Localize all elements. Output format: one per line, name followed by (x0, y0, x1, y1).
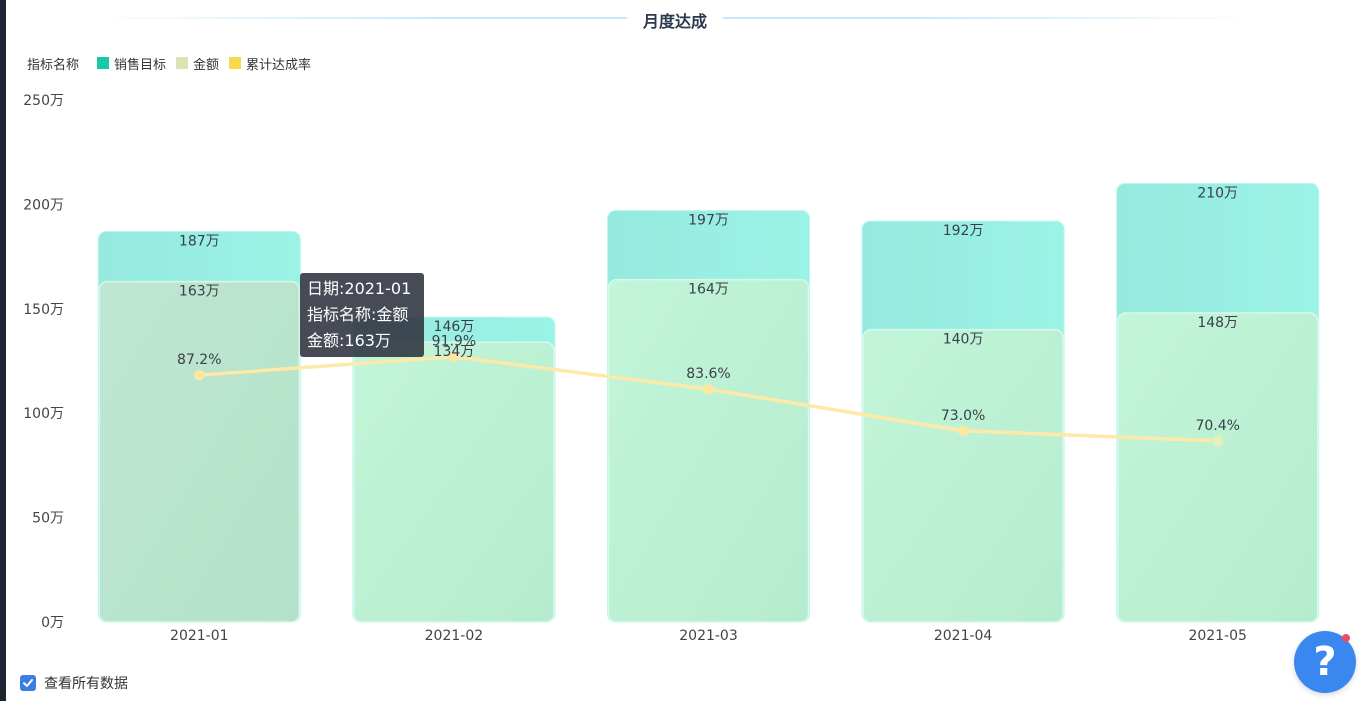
chart-title: 月度达成 (626, 12, 723, 31)
label-amount: 148万 (1197, 315, 1238, 331)
question-icon: ? (1313, 639, 1337, 685)
legend-item-sales-target[interactable]: 销售目标 (97, 54, 166, 73)
x-axis: 2021-01 2021-02 2021-03 2021-04 2021-05 (170, 628, 1247, 644)
label-sales-target: 210万 (1197, 186, 1238, 202)
label-achievement-rate: 83.6% (686, 366, 730, 382)
label-achievement-rate: 87.2% (177, 352, 221, 368)
x-tick-label: 2021-03 (679, 628, 738, 644)
label-sales-target: 187万 (179, 234, 220, 250)
x-tick-label: 2021-01 (170, 628, 229, 644)
legend-swatch-sales-target (97, 57, 110, 69)
legend-label-achievement-rate: 累计达成率 (246, 57, 312, 73)
legend-title: 指标名称 (27, 57, 80, 73)
label-amount: 164万 (688, 282, 729, 298)
rate-point (448, 351, 460, 362)
bar-amount (1116, 312, 1319, 623)
x-tick-label: 2021-02 (425, 628, 484, 644)
bar-amount (862, 328, 1064, 623)
rate-point (957, 425, 969, 436)
tooltip: 日期:2021-01 指标名称:金额 金额:163万 (300, 273, 424, 357)
legend-item-achievement-rate[interactable]: 累计达成率 (229, 54, 311, 73)
legend-label-sales-target: 销售目标 (114, 57, 167, 73)
legend-swatch-amount (176, 57, 189, 69)
label-sales-target: 146万 (434, 319, 475, 335)
y-tick-label: 200万 (23, 197, 64, 213)
bar-amount (607, 278, 810, 623)
checkbox-checked-icon[interactable] (20, 675, 36, 691)
legend-item-amount[interactable]: 金额 (176, 54, 219, 73)
y-tick-label: 100万 (23, 406, 64, 422)
label-sales-target: 192万 (943, 223, 984, 239)
legend: 指标名称 销售目标 金额 累计达成率 (27, 54, 321, 73)
label-amount: 140万 (943, 332, 984, 348)
label-sales-target: 197万 (688, 213, 729, 229)
achievement-line (194, 351, 1224, 448)
tooltip-date: 日期:2021-01 (307, 279, 412, 298)
legend-swatch-achievement-rate (229, 57, 242, 69)
tooltip-metric: 指标名称:金额 (307, 305, 409, 324)
tooltip-value: 金额:163万 (307, 331, 391, 350)
y-tick-label: 150万 (23, 302, 64, 318)
label-achievement-rate: 70.4% (1195, 418, 1239, 434)
y-tick-label: 250万 (23, 93, 64, 109)
notification-dot (1342, 634, 1350, 642)
rate-point (703, 383, 714, 395)
y-axis: 0万 50万 100万 150万 200万 250万 (23, 93, 64, 631)
checkbox-label: 查看所有数据 (44, 676, 128, 692)
y-tick-label: 50万 (32, 511, 64, 527)
bars (97, 183, 1320, 623)
label-achievement-rate: 91.9% (432, 334, 476, 350)
bar-amount (98, 280, 301, 623)
x-tick-label: 2021-05 (1188, 628, 1247, 644)
rate-point (1211, 434, 1224, 448)
y-tick-label: 0万 (41, 615, 64, 631)
legend-label-amount: 金额 (193, 57, 220, 73)
chart-title-bar: 月度达成 (90, 6, 1260, 32)
show-all-data-toggle[interactable]: 查看所有数据 (20, 673, 128, 693)
label-amount: 134万 (434, 344, 475, 360)
label-achievement-rate: 73.0% (941, 408, 985, 424)
label-amount: 163万 (179, 284, 220, 300)
window-edge (0, 0, 6, 701)
bar-amount (353, 341, 555, 623)
x-tick-label: 2021-04 (934, 628, 993, 644)
rate-point (194, 369, 205, 381)
